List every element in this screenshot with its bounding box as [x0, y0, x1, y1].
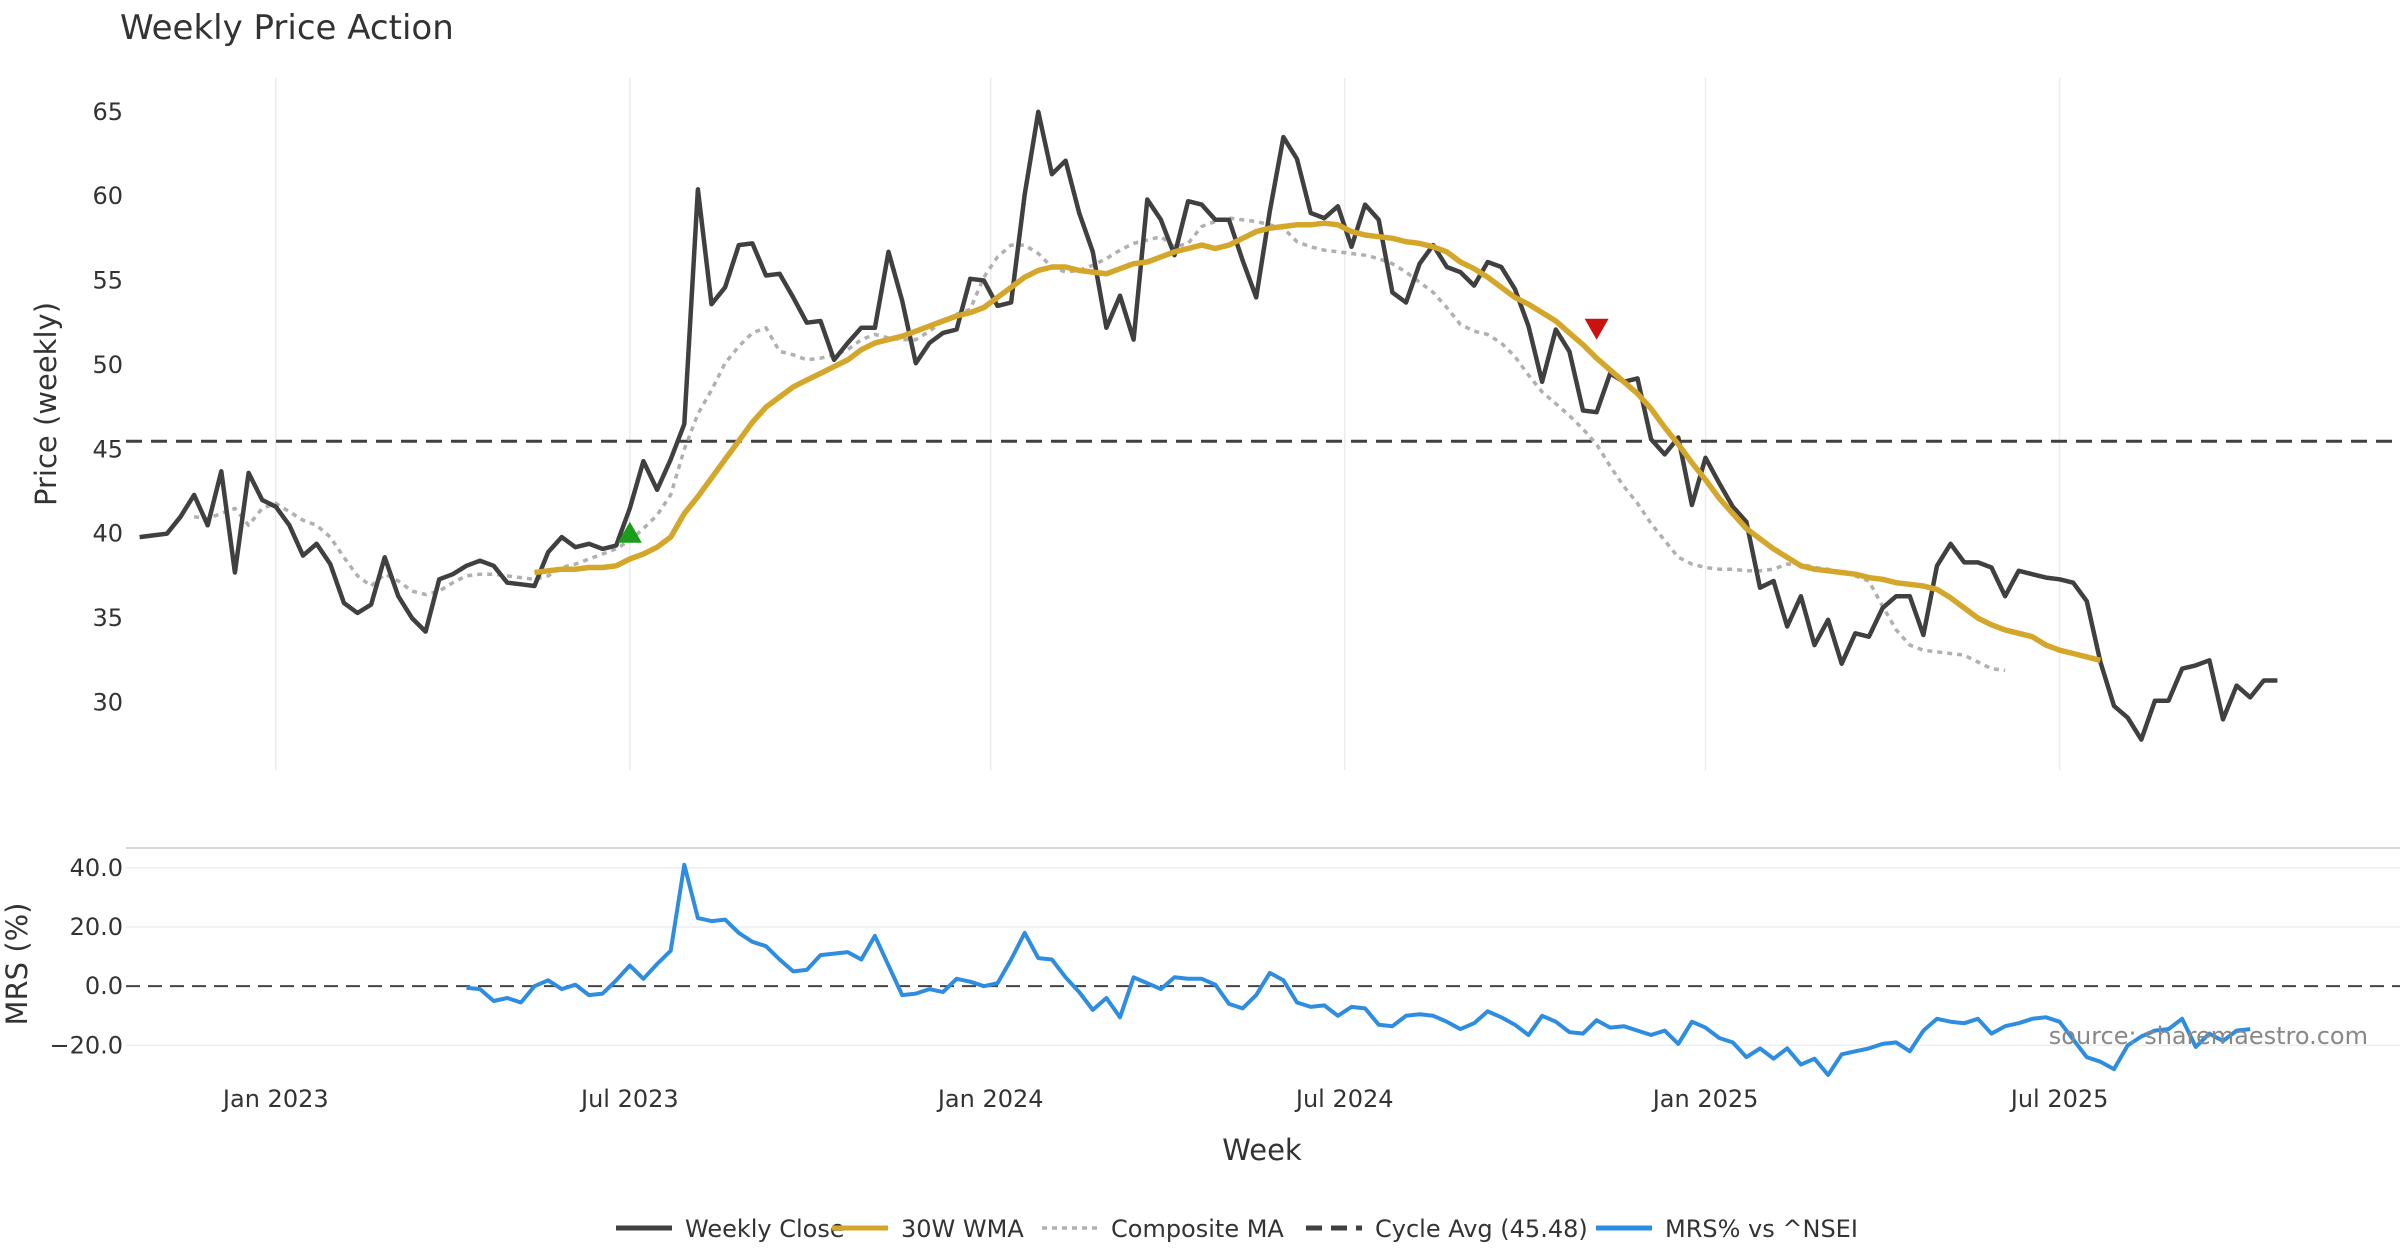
mrs-panel-grid: [126, 867, 2400, 1047]
price-panel-grid: [275, 78, 2061, 770]
x-tick-label: Jan 2025: [1651, 1085, 1759, 1113]
x-tick-label: Jan 2024: [936, 1085, 1044, 1113]
legend-item[interactable]: Weekly Close: [616, 1215, 845, 1243]
price-y-tick-label: 30: [92, 688, 123, 716]
price-y-axis-title: Price (weekly): [29, 302, 63, 506]
legend-label: Weekly Close: [685, 1215, 845, 1243]
x-axis-ticks: Jan 2023 Jul 2023 Jan 2024 Jul 2024 Jan 2025…: [221, 1085, 2108, 1113]
price-y-tick-label: 40: [92, 520, 123, 548]
mrs-line: [466, 862, 2251, 1077]
legend-label: Composite MA: [1111, 1215, 1284, 1243]
legend[interactable]: Weekly Close 30W WMA Composite MA Cycle Avg…: [616, 1215, 1858, 1243]
legend-item[interactable]: Cycle Avg (45.48): [1306, 1215, 1588, 1243]
signal-markers: [617, 318, 1609, 543]
sell-signal-marker: [1584, 318, 1609, 340]
price-y-tick-label: 50: [92, 351, 123, 379]
legend-label: Cycle Avg (45.48): [1375, 1215, 1588, 1243]
wma-30w-line: [534, 220, 2102, 663]
legend-item[interactable]: MRS% vs ^NSEI: [1596, 1215, 1858, 1243]
mrs-y-tick-label: 40.0: [70, 854, 123, 882]
mrs-series: [466, 862, 2251, 1077]
source-annotation: source: sharemaestro.com: [2049, 1022, 2368, 1050]
legend-item[interactable]: Composite MA: [1042, 1215, 1284, 1243]
x-tick-label: Jan 2023: [221, 1085, 329, 1113]
buy-signal-marker: [617, 521, 642, 543]
weekly-close-line: [139, 109, 2278, 742]
mrs-y-tick-label: 0.0: [85, 972, 123, 1000]
price-y-tick-label: 65: [92, 98, 123, 126]
mrs-y-tick-label: −20.0: [49, 1031, 123, 1059]
legend-item[interactable]: 30W WMA: [832, 1215, 1024, 1243]
legend-label: 30W WMA: [901, 1215, 1024, 1243]
legend-label: MRS% vs ^NSEI: [1665, 1215, 1858, 1243]
chart-title: Weekly Price Action: [120, 8, 454, 48]
price-y-tick-label: 45: [92, 435, 123, 463]
price-y-tick-label: 55: [92, 267, 123, 295]
price-y-tick-label: 35: [92, 604, 123, 632]
mrs-y-tick-label: 20.0: [70, 913, 123, 941]
x-axis-title: Week: [1222, 1133, 1302, 1167]
mrs-y-axis-title: MRS (%): [0, 903, 34, 1026]
price-series: [126, 109, 2400, 742]
composite-ma-line: [193, 216, 2006, 673]
x-tick-label: Jul 2024: [1294, 1085, 1394, 1113]
price-y-tick-label: 60: [92, 182, 123, 210]
x-tick-label: Jul 2023: [579, 1085, 679, 1113]
mrs-y-axis-ticks: 40.0 20.0 0.0 −20.0: [49, 854, 123, 1060]
price-y-axis-ticks: 30 35 40 45 50 55 60 65: [92, 98, 123, 717]
x-tick-label: Jul 2025: [2009, 1085, 2109, 1113]
